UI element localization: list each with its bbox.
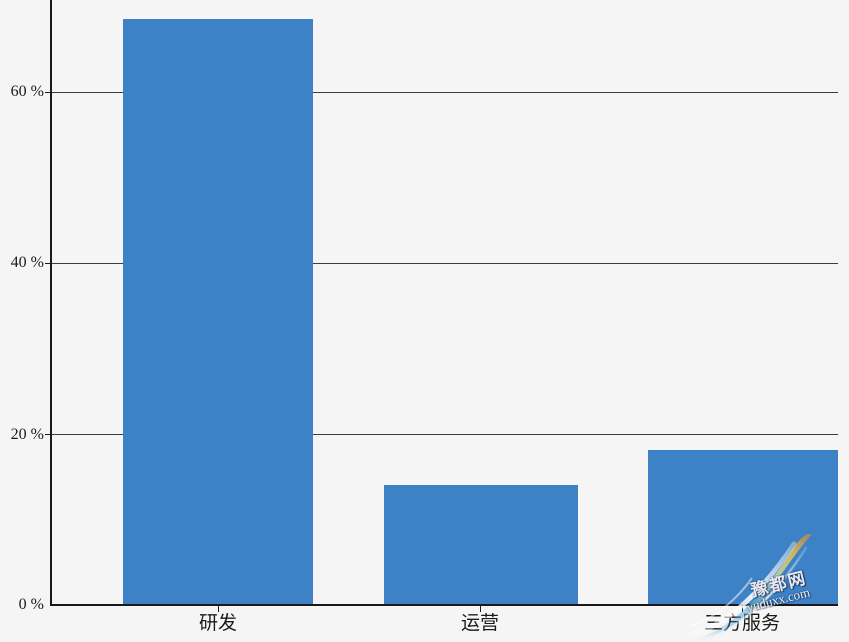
y-tick-label-0: 0 % [18, 596, 44, 613]
bar-category-0[interactable] [123, 19, 313, 605]
plot-area [51, 0, 838, 605]
y-axis-line [50, 0, 52, 606]
x-tick-label-sanfangfuwu: 三方服务 [703, 613, 781, 634]
gridline-40 [51, 263, 838, 264]
bar-category-1[interactable] [384, 485, 578, 605]
x-axis-line [51, 604, 838, 606]
x-tick-label-yunying: 运营 [460, 613, 500, 634]
gridline-20 [51, 434, 838, 435]
y-tick-label-60: 60 % [10, 83, 44, 100]
x-tick-mark-1 [480, 606, 481, 612]
y-tick-mark-20 [45, 434, 52, 435]
y-tick-mark-40 [45, 263, 52, 264]
y-tick-mark-60 [45, 92, 52, 93]
y-axis-tick-labels: 60 % 40 % 20 % 0 % [0, 0, 44, 642]
x-tick-mark-0 [218, 606, 219, 612]
y-tick-label-40: 40 % [10, 254, 44, 271]
y-tick-label-20: 20 % [10, 426, 44, 443]
bar-category-2[interactable] [648, 450, 838, 605]
x-tick-label-yanfa: 研发 [198, 613, 238, 634]
x-tick-mark-2 [742, 606, 743, 612]
gridline-60 [51, 92, 838, 93]
